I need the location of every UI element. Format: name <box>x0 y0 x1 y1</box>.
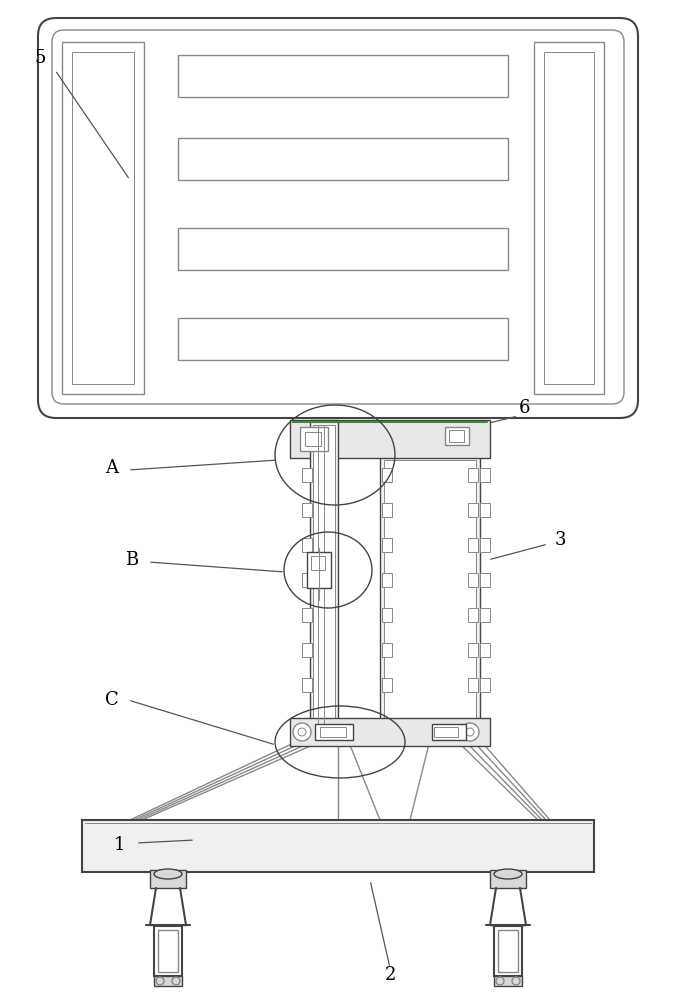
Bar <box>302 468 312 482</box>
Bar <box>178 228 508 270</box>
Bar <box>434 727 458 737</box>
Bar <box>313 425 335 728</box>
Text: C: C <box>105 691 119 709</box>
Text: 6: 6 <box>518 399 530 417</box>
Bar <box>72 52 134 384</box>
Bar <box>300 427 328 451</box>
Bar <box>320 727 346 737</box>
Bar <box>480 468 490 482</box>
Bar <box>380 455 480 733</box>
Bar <box>480 678 490 692</box>
Text: A: A <box>105 459 118 477</box>
Bar <box>178 55 508 97</box>
Text: 5: 5 <box>34 49 46 67</box>
Bar <box>302 678 312 692</box>
Circle shape <box>461 723 479 741</box>
Bar <box>534 42 604 394</box>
Bar <box>480 573 490 587</box>
Bar <box>302 538 312 552</box>
Bar <box>382 468 392 482</box>
Bar <box>178 138 508 180</box>
Bar <box>154 976 182 986</box>
FancyBboxPatch shape <box>38 18 638 418</box>
Bar <box>305 432 321 446</box>
Bar <box>290 718 490 746</box>
Bar <box>494 976 522 986</box>
Bar <box>480 608 490 622</box>
Bar <box>432 724 466 740</box>
Bar <box>62 42 144 394</box>
Bar <box>480 643 490 657</box>
Bar <box>445 427 469 445</box>
Bar <box>382 643 392 657</box>
Bar <box>290 420 490 458</box>
Text: 2: 2 <box>385 966 395 984</box>
Bar <box>302 573 312 587</box>
Bar <box>382 608 392 622</box>
Bar <box>382 503 392 517</box>
Bar <box>82 820 594 872</box>
Bar <box>494 926 522 976</box>
Bar <box>150 870 186 888</box>
Bar <box>498 930 518 972</box>
Bar <box>480 538 490 552</box>
Ellipse shape <box>494 869 522 879</box>
Bar <box>382 538 392 552</box>
Circle shape <box>293 723 311 741</box>
Bar <box>468 608 478 622</box>
Bar <box>158 930 178 972</box>
Bar <box>310 420 338 733</box>
Bar <box>468 643 478 657</box>
Bar <box>302 608 312 622</box>
Bar <box>311 556 325 570</box>
Text: 3: 3 <box>554 531 566 549</box>
Bar <box>302 643 312 657</box>
Bar <box>302 503 312 517</box>
Bar <box>468 678 478 692</box>
Bar <box>315 724 353 740</box>
Text: B: B <box>125 551 139 569</box>
Bar <box>544 52 594 384</box>
Bar <box>449 430 464 442</box>
Bar <box>480 503 490 517</box>
Bar <box>468 468 478 482</box>
Ellipse shape <box>154 869 182 879</box>
Bar <box>384 460 476 728</box>
Bar <box>490 870 526 888</box>
Text: 1: 1 <box>114 836 126 854</box>
Bar <box>382 678 392 692</box>
Bar <box>154 926 182 976</box>
Bar <box>178 318 508 360</box>
Bar <box>468 538 478 552</box>
Bar <box>382 573 392 587</box>
Bar <box>468 573 478 587</box>
Bar <box>468 503 478 517</box>
Bar <box>307 552 331 588</box>
